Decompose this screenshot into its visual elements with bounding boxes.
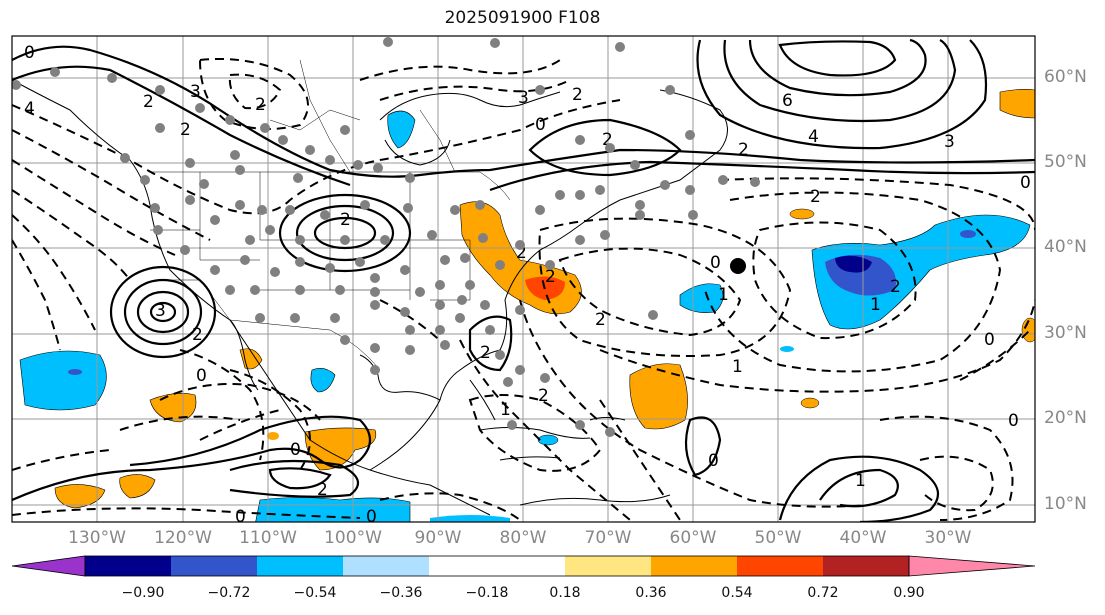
contour-label: 0 [535,115,546,135]
colorbar-bin [85,556,171,576]
map-title: 2025091900 F108 [444,8,601,28]
contour-label: 0 [290,440,301,460]
contour-label: 2 [738,140,749,160]
contour-label: 3 [944,132,955,152]
colorbar-bin [823,556,909,576]
lon-label-40w: 40°W [839,528,887,548]
contour-label: 3 [190,82,201,102]
colorbar-bin [651,556,737,576]
contour-label: 2 [545,267,556,287]
colorbar-tick: −0.72 [207,585,251,601]
orange-anomaly-caribbean [629,363,688,430]
map-frame [11,35,1036,523]
dashed-contours [12,58,1035,521]
colorbar-bin [429,556,565,576]
lon-label-60w: 60°W [669,528,717,548]
lon-label-100w: 100°W [324,528,382,548]
contour-label: 4 [24,99,35,119]
contour-label: 1 [732,357,743,377]
colorbar-tick: 0.54 [721,585,753,601]
contour-label: 1 [855,471,866,491]
colorbar-tick: −0.54 [293,585,337,601]
colorbar-low-extension [11,555,86,577]
lat-label-30n: 30°N [1044,323,1087,343]
contour-label: 2 [810,187,821,207]
colorbar-tick: 0.36 [635,585,667,601]
colorbar-bin [343,556,429,576]
lon-label-50w: 50°W [754,528,802,548]
colorbar-bin [565,556,651,576]
lat-lon-grid [12,36,1035,522]
lat-label-10n: 10°N [1044,494,1087,514]
colorbar-tick: −0.36 [379,585,423,601]
contour-label: 2 [317,480,328,500]
contour-label: 1 [718,285,729,305]
blue-anomaly-pacific [19,350,107,411]
contour-label: 2 [538,386,549,406]
station-dots [12,37,760,437]
lon-label-90w: 90°W [414,528,462,548]
contour-label: 2 [255,95,266,115]
shaded-anomalies [19,89,1035,522]
contour-label: 3 [155,301,166,321]
lon-label-80w: 80°W [499,528,547,548]
contour-label: 2 [595,310,606,330]
colorbar-bin [171,556,257,576]
contour-label: 0 [710,253,721,273]
lat-label-50n: 50°N [1044,152,1087,172]
lon-label-130w: 130°W [68,528,126,548]
contour-label: 2 [602,130,613,150]
colorbar [11,555,1036,577]
lon-label-30w: 30°W [924,528,972,548]
colorbar-tick: 0.72 [807,585,839,601]
contour-label: 2 [180,120,191,140]
contour-label: 0 [235,507,246,527]
contour-label: 2 [890,277,901,297]
contour-label: 0 [196,366,207,386]
blue-anomaly-hudson [387,110,416,149]
contour-label: 4 [808,127,819,147]
lat-label-60n: 60°N [1044,67,1087,87]
contour-label: 2 [480,343,491,363]
contour-label: 2 [143,92,154,112]
colorbar-bin [257,556,343,576]
contour-label: 3 [518,88,529,108]
contour-label: 0 [1020,173,1031,193]
contour-label: 2 [572,85,583,105]
highlighted-station [730,258,746,274]
contour-label: 1 [500,400,511,420]
contour-label: 0 [984,330,995,350]
contour-label: 2 [516,243,527,263]
contour-label: 0 [1008,411,1019,431]
colorbar-bin [737,556,823,576]
colorbar-tick: −0.90 [121,585,165,601]
lon-label-120w: 120°W [154,528,212,548]
contour-label: 2 [340,210,351,230]
colorbar-tick: 0.18 [549,585,581,601]
colorbar-tick: 0.90 [893,585,925,601]
contour-label: 6 [782,91,793,111]
blue-anomaly-atlantic [811,214,1031,330]
contour-label: 0 [366,507,377,527]
contour-label: 0 [708,451,719,471]
solid-contours [12,38,1035,522]
contour-labels: 0 4 2 3 2 2 3 0 2 2 6 4 3 2 2 2 3 2 0 2 … [24,43,1031,527]
contour-label: 2 [192,325,203,345]
contour-label: 1 [870,295,881,315]
colorbar-high-extension [908,555,1036,577]
lon-label-110w: 110°W [239,528,297,548]
lat-label-20n: 20°N [1044,408,1087,428]
lat-label-40n: 40°N [1044,237,1087,257]
blue-anomaly-gulf [310,368,336,393]
lon-label-70w: 70°W [584,528,632,548]
contour-label: 0 [24,43,35,63]
blue-anomaly-south [255,497,411,522]
colorbar-tick: −0.18 [465,585,509,601]
